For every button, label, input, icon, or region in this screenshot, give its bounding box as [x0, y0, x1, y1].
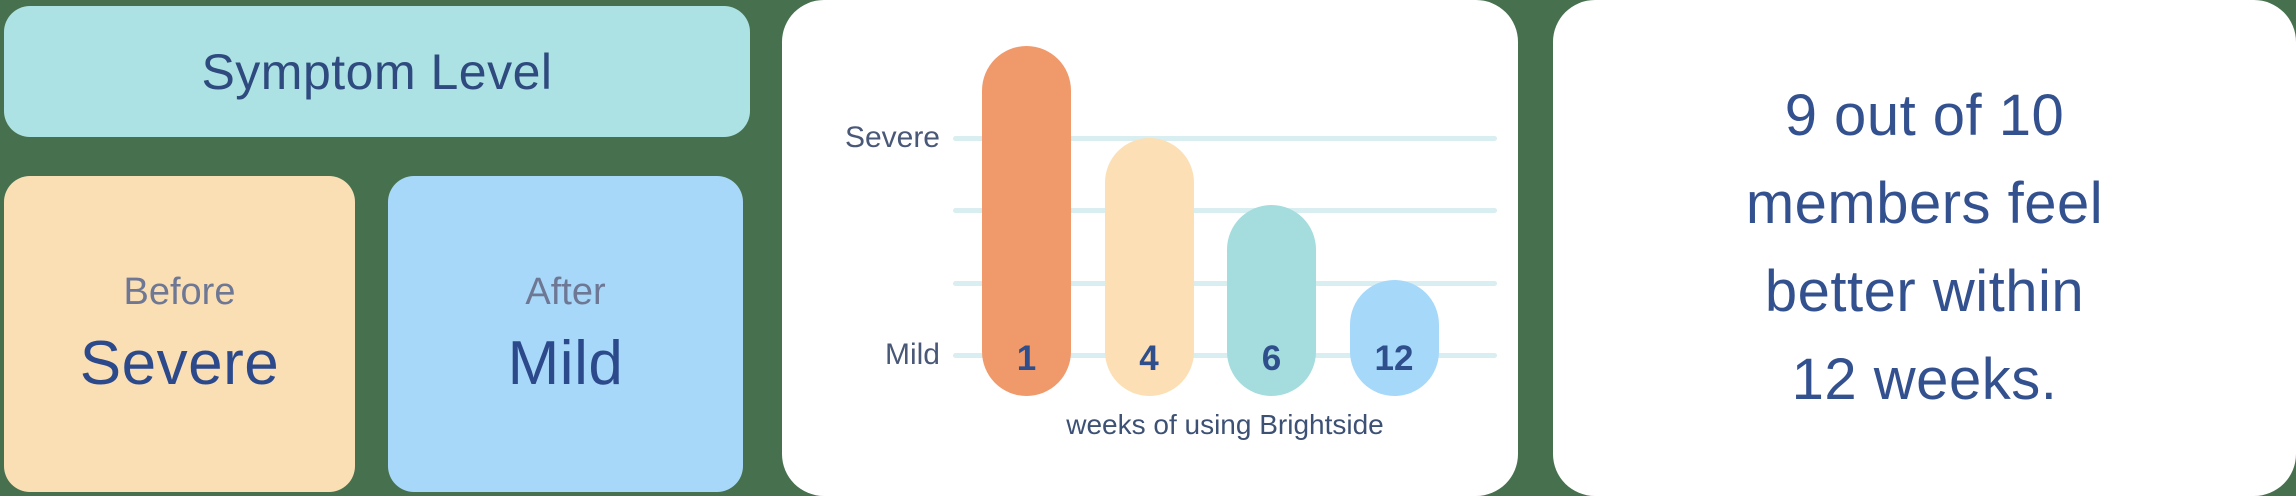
- symptom-level-header-card: Symptom Level: [4, 6, 750, 137]
- bar-label: 4: [1139, 339, 1159, 378]
- chart-bar-week-1: [982, 45, 1071, 396]
- stat-card: 9 out of 10 members feel better within 1…: [1553, 0, 2296, 496]
- x-axis-title: weeks of using Brightside: [1066, 409, 1384, 440]
- after-value: Mild: [507, 329, 624, 398]
- grid-line: [953, 135, 1497, 141]
- before-label: Before: [123, 271, 236, 313]
- after-mild-card: After Mild: [388, 176, 743, 492]
- grid-line: [953, 280, 1497, 286]
- grid-line: [953, 353, 1497, 358]
- bar-label: 6: [1261, 339, 1282, 378]
- chart-bar-week-4: [1104, 138, 1194, 396]
- chart-bar-week-6: [1227, 204, 1316, 396]
- stat-line: 9 out of 10: [1784, 83, 2065, 148]
- bar-label: 1: [1016, 339, 1037, 378]
- y-axis-label-severe: Severe: [844, 121, 940, 154]
- y-axis-label-mild: Mild: [884, 338, 940, 371]
- stat-text: 9 out of 10 members feel better within 1…: [1746, 72, 2103, 424]
- stat-line: better within: [1764, 259, 2085, 324]
- bar-label: 12: [1374, 339, 1414, 378]
- symptom-level-title: Symptom Level: [201, 43, 553, 100]
- stat-line: 12 weeks.: [1791, 347, 2058, 412]
- before-severe-card: Before Severe: [4, 176, 355, 492]
- symptom-chart-card: Severe Mild 1 4 6 12 weeks of using Brightsi…: [782, 0, 1518, 496]
- stat-line: members feel: [1745, 171, 2104, 236]
- bar-chart: Severe Mild 1 4 6 12 weeks of using Brightsi…: [782, 0, 1518, 496]
- after-label: After: [525, 271, 606, 313]
- chart-bar-week-12: [1349, 280, 1439, 396]
- before-value: Severe: [79, 329, 280, 398]
- grid-line: [953, 208, 1497, 213]
